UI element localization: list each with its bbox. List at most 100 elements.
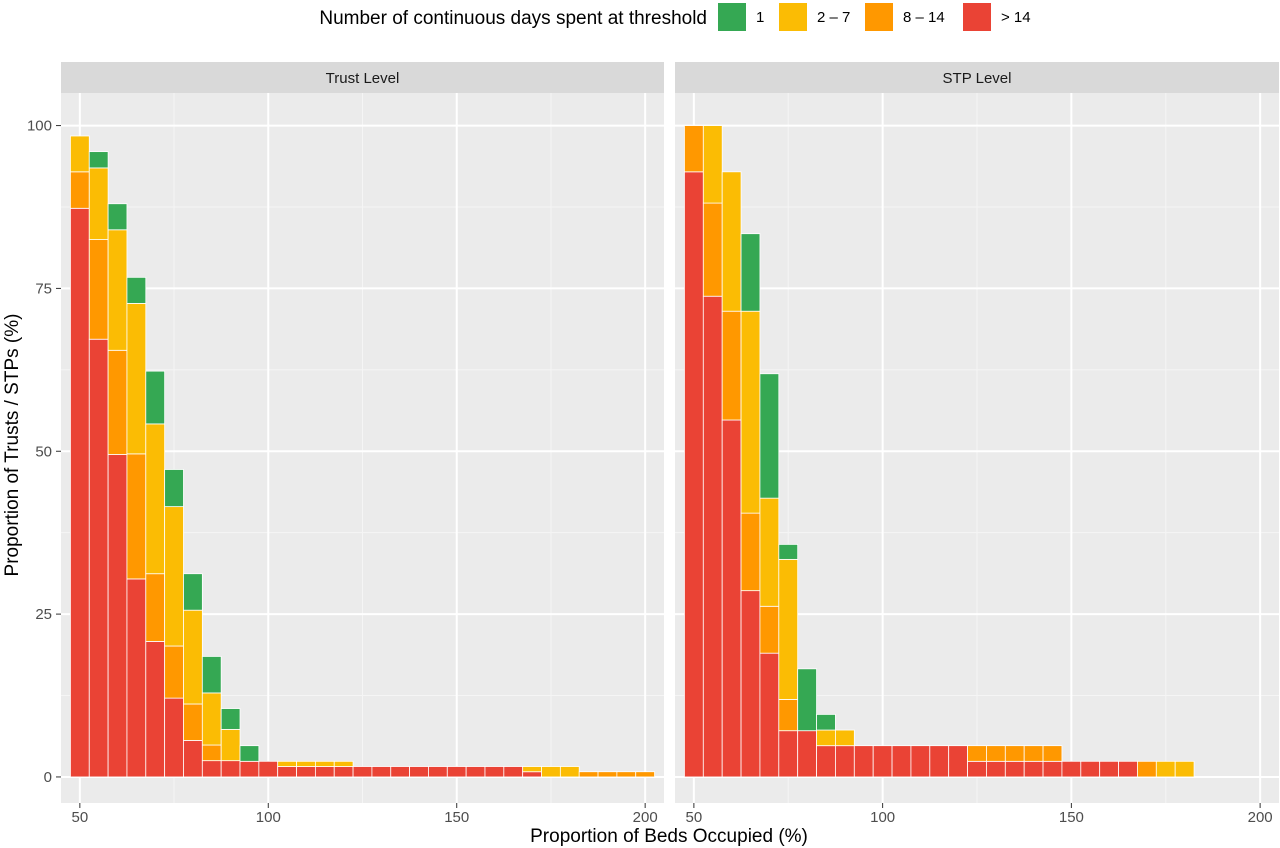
facet-title: STP Level [943,70,1012,87]
bar-segment-14 [816,745,836,778]
bar-segment-14 [986,760,1006,778]
bar-segment-2-7 [1174,760,1195,778]
bar-segment-14 [797,730,817,778]
bar-segment-8-14 [759,605,780,654]
legend-label: > 14 [1001,9,1031,26]
facet-strip [675,62,1279,93]
y-axis-title: Proportion of Trusts / STPs (%) [2,314,23,577]
bar-segment-8-14 [616,771,637,778]
bar-segment-14 [948,745,968,778]
bar-segment-2-7 [183,609,203,705]
bar-segment-14 [296,766,316,778]
bar-segment-2-7 [816,729,836,747]
x-tick-label: 200 [633,809,658,826]
legend-label: 2 – 7 [817,9,850,26]
bar-segment-14 [126,578,147,778]
x-tick-label: 100 [870,809,895,826]
bar-segment-8-14 [183,703,203,741]
bar-segment-8-14 [578,771,599,778]
y-tick-label: 75 [35,280,52,297]
bar-segment-14 [70,207,90,778]
bar-segment-2-7 [1155,760,1176,778]
bar-segment-2-7 [721,171,742,312]
legend-label: 8 – 14 [903,9,945,26]
y-tick-label: 100 [27,118,52,135]
bar-segment-2-7 [541,766,561,778]
x-tick-label: 200 [1248,809,1273,826]
bar-segment-14 [409,766,429,778]
bar-segment-14 [967,760,987,778]
bar-segment-14 [778,730,799,778]
bar-segment-14 [891,745,912,778]
bar-segment-14 [446,766,467,778]
legend-item-14: > 14 [963,3,1031,31]
bar-segment-14 [1042,760,1063,778]
bar-segment-14 [484,766,505,778]
bar-segment-2-7 [740,310,761,514]
bar-segment-14 [1004,760,1025,778]
bar-segment-2-7 [107,229,128,351]
bar-segment-8-14 [88,239,109,340]
facet-title: Trust Level [326,70,400,87]
bar-segment-14 [428,766,448,778]
bar-segment-14 [277,766,297,778]
bar-segment-14 [835,745,855,778]
bar-segment-one-day [164,469,184,508]
bar-segment-8-14 [740,512,761,592]
bar-segment-14 [107,454,128,778]
legend-label: 1 [756,9,764,26]
bar-segment-2-7 [296,760,316,767]
legend-swatch [963,3,991,31]
x-tick-label: 50 [686,809,703,826]
bar-segment-2-7 [314,760,335,767]
legend-swatch [718,3,746,31]
legend-item-2-7: 2 – 7 [779,3,850,31]
bar-segment-2-7 [126,302,147,455]
bar-segment-one-day [759,373,780,499]
bar-segment-14 [910,745,931,778]
bar-segment-8-14 [164,645,184,699]
legend: Number of continuous days spent at thres… [319,3,1031,31]
bar-segment-14 [1061,760,1082,778]
y-tick-label: 50 [35,443,52,460]
bar-segment-14 [201,760,222,778]
bar-segment-2-7 [70,135,90,173]
bar-segment-8-14 [986,745,1006,762]
bar-segment-14 [684,171,704,778]
legend-item-one: 1 [718,3,764,31]
bar-segment-8-14 [721,310,742,421]
bar-segment-2-7 [702,125,723,204]
bar-segment-14 [371,766,392,778]
legend-swatch [865,3,893,31]
bar-segment-14 [352,766,373,778]
bar-segment-8-14 [1004,745,1025,762]
bar-segment-8-14 [126,453,147,580]
bar-segment-14 [702,295,723,778]
bar-segment-8-14 [1023,745,1044,762]
bar-segment-14 [239,760,260,778]
bar-segment-14 [333,766,354,778]
bar-segment-8-14 [778,699,799,732]
bar-segment-one-day [797,668,817,732]
x-axis-title: Proportion of Beds Occupied (%) [530,826,808,847]
bar-segment-8-14 [1042,745,1063,762]
bar-segment-2-7 [145,423,166,575]
bar-segment-14 [258,760,279,778]
bar-segment-8-14 [201,744,222,762]
bar-segment-14 [88,338,109,778]
bar-segment-8-14 [967,745,987,762]
bar-segment-2-7 [277,760,297,767]
bar-segment-14 [503,766,524,778]
bar-segment-2-7 [778,558,799,700]
bar-segment-14 [1118,760,1138,778]
bar-segment-2-7 [201,692,222,746]
bar-segment-one-day [145,370,166,425]
bar-segment-2-7 [835,729,855,747]
bar-segment-14 [853,745,874,778]
bar-segment-8-14 [1137,760,1157,778]
bar-segment-8-14 [107,349,128,455]
bars [684,125,1195,778]
x-tick-label: 150 [444,809,469,826]
bar-segment-14 [740,590,761,778]
